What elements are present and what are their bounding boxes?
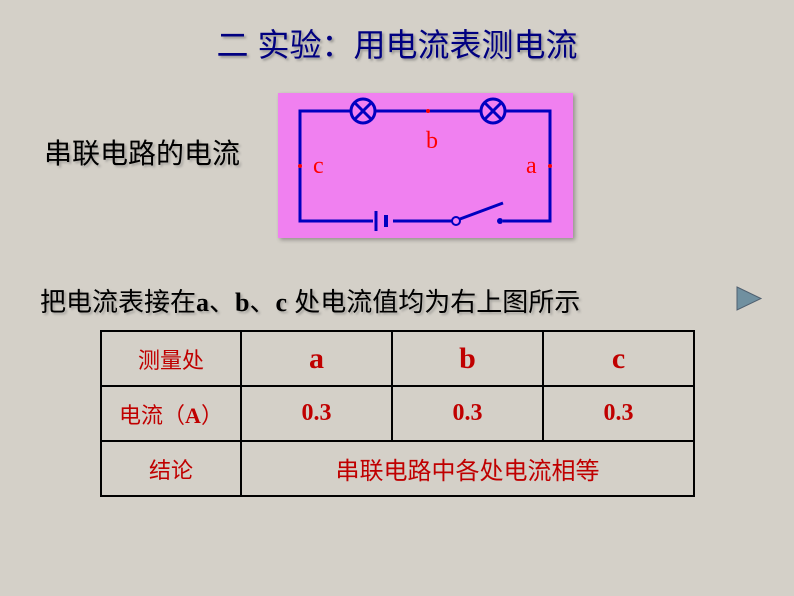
header-col-a: a: [241, 331, 392, 386]
value-a: 0.3: [241, 386, 392, 441]
table-row-conclusion: 结论 串联电路中各处电流相等: [101, 441, 694, 496]
header-current: 电流（A）: [101, 386, 241, 441]
switch-contact: [497, 218, 503, 224]
conclusion-text: 串联电路中各处电流相等: [241, 441, 694, 496]
point-a: a: [196, 288, 209, 317]
table-row-values: 电流（A） 0.3 0.3 0.3: [101, 386, 694, 441]
current-label: 电流（: [119, 403, 185, 428]
point-b-marker: [426, 109, 430, 113]
label-b: b: [426, 128, 438, 154]
point-a-marker: [548, 164, 552, 168]
current-suffix: ）: [201, 403, 223, 428]
table-row-header: 测量处 a b c: [101, 331, 694, 386]
sep1: 、: [209, 287, 235, 317]
label-a: a: [526, 153, 537, 179]
circuit-svg: b c a: [278, 93, 573, 238]
data-table: 测量处 a b c 电流（A） 0.3 0.3 0.3 结论 串联电路中各处电流…: [100, 330, 695, 497]
page-title: 二 实验：用电流表测电流: [0, 0, 794, 66]
value-b: 0.3: [392, 386, 543, 441]
header-measure: 测量处: [101, 331, 241, 386]
circuit-diagram: b c a: [278, 93, 573, 238]
label-c: c: [313, 153, 324, 179]
header-col-c: c: [543, 331, 694, 386]
instruction-prefix: 把电流表接在: [40, 287, 196, 317]
point-c: c: [276, 288, 288, 317]
current-unit: A: [185, 403, 201, 428]
play-icon: [734, 285, 764, 312]
play-button[interactable]: [734, 285, 764, 312]
instruction-text: 把电流表接在a、b、c 处电流值均为右上图所示: [40, 282, 580, 319]
header-conclusion: 结论: [101, 441, 241, 496]
header-col-b: b: [392, 331, 543, 386]
instruction-suffix: 处电流值均为右上图所示: [287, 287, 580, 317]
subtitle: 串联电路的电流: [44, 132, 240, 172]
point-b: b: [235, 288, 249, 317]
point-c-marker: [298, 164, 302, 168]
sep2: 、: [250, 287, 276, 317]
value-c: 0.3: [543, 386, 694, 441]
circuit-wire: [300, 111, 550, 221]
